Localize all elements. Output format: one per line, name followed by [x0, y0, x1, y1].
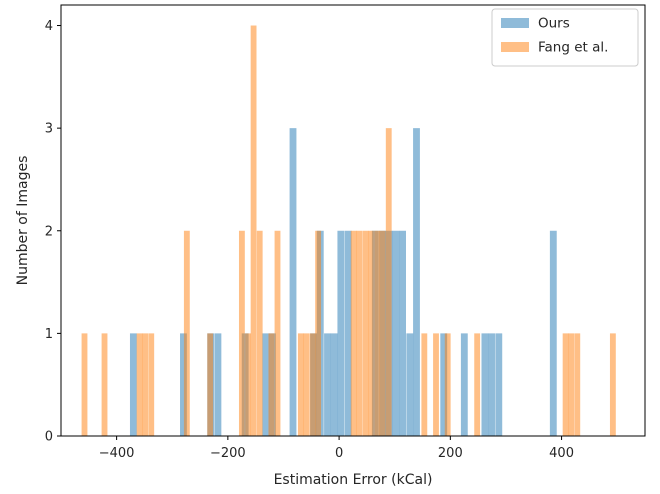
histogram-bar — [481, 333, 489, 436]
legend-swatch — [501, 18, 529, 28]
histogram-bar — [374, 230, 380, 436]
histogram-bar — [392, 230, 400, 436]
histogram-bar — [148, 333, 155, 436]
histogram-bar — [315, 230, 322, 436]
histogram-bar — [362, 230, 369, 436]
histogram-bar — [337, 230, 345, 436]
histogram-bar — [183, 230, 190, 436]
histogram-bar — [250, 25, 257, 437]
histogram-bar — [303, 333, 310, 436]
series-fang-et-al — [81, 25, 616, 437]
y-axis-label: Number of Images — [15, 156, 31, 286]
histogram-bar — [101, 333, 108, 436]
histogram-bar — [81, 333, 88, 436]
histogram-bar — [440, 333, 448, 436]
y-tick-label: 4 — [45, 19, 53, 34]
plot-frame — [60, 4, 646, 437]
histogram-bar — [379, 230, 386, 436]
x-tick-label: 200 — [438, 446, 463, 461]
histogram-bar — [268, 333, 275, 436]
x-tick-label: −200 — [210, 446, 246, 461]
histogram-bar — [207, 333, 214, 436]
y-tick-label: 3 — [45, 122, 53, 137]
histogram-bar — [309, 333, 316, 436]
histogram-bar — [245, 333, 251, 436]
histogram-bar — [421, 333, 428, 436]
histogram-bar — [262, 333, 270, 436]
x-tick-label: 0 — [335, 446, 343, 461]
histogram-bar — [385, 128, 392, 436]
histogram-bar — [289, 128, 297, 436]
histogram-bar — [330, 333, 338, 436]
histogram-bar — [549, 230, 557, 436]
x-axis-label: Estimation Error (kCal) — [274, 472, 433, 488]
histogram-bar — [297, 333, 304, 436]
histogram-bar — [574, 333, 581, 436]
histogram-bar — [406, 333, 414, 436]
y-tick-label: 1 — [45, 327, 53, 342]
histogram-bar — [460, 333, 468, 436]
histogram-bar — [474, 333, 481, 436]
y-axis-ticks: 0 1 2 3 4 — [45, 19, 61, 445]
histogram-bar — [350, 230, 357, 436]
histogram-bar — [488, 333, 495, 436]
histogram-bar — [368, 230, 374, 436]
histogram-bar — [344, 230, 352, 436]
legend-swatch — [501, 42, 529, 52]
histogram-bar — [136, 333, 143, 436]
legend-label: Fang et al. — [538, 40, 608, 56]
histogram-bar — [142, 333, 149, 436]
histogram-bar — [214, 333, 222, 436]
legend-label: Ours — [538, 16, 570, 32]
x-tick-label: 400 — [549, 446, 574, 461]
histogram-bar — [256, 230, 263, 436]
histogram-bar — [180, 333, 187, 436]
histogram-bar — [444, 333, 451, 436]
axes — [60, 4, 646, 437]
histogram-bar — [324, 333, 331, 436]
histogram-bar — [568, 333, 575, 436]
histogram-bar — [399, 230, 406, 436]
histogram-bar — [129, 333, 137, 436]
legend: Ours Fang et al. — [491, 8, 639, 67]
histogram-bar — [413, 128, 420, 436]
histogram-bar — [356, 230, 363, 436]
x-tick-label: −400 — [99, 446, 135, 461]
histogram-bar — [609, 333, 616, 436]
y-tick-label: 0 — [45, 430, 53, 445]
histogram-bar — [238, 230, 245, 436]
histogram-bar — [433, 333, 439, 436]
histogram-bar — [495, 333, 503, 436]
bars-layer — [81, 25, 616, 437]
histogram-bar — [562, 333, 569, 436]
y-tick-label: 2 — [45, 224, 53, 239]
x-axis-ticks: −400 −200 0 200 400 — [99, 436, 574, 461]
histogram-bar — [274, 230, 281, 436]
